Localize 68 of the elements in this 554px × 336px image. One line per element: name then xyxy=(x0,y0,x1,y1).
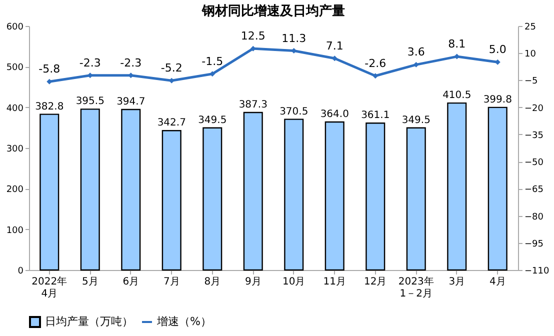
data-label: -5.8 xyxy=(38,62,60,76)
y-tick-label: 100 xyxy=(6,226,24,236)
x-tick-label: 5月 xyxy=(82,276,98,288)
y2-tick-label: −20 xyxy=(524,104,544,114)
data-label: 8.1 xyxy=(448,38,466,51)
x-tick-label: 8月 xyxy=(204,276,221,288)
x-tick-label: 3月 xyxy=(448,276,466,288)
bar xyxy=(162,130,182,271)
data-label: 399.8 xyxy=(483,94,512,106)
x-tick-label: 2022年 4月 xyxy=(32,276,68,300)
y-tick-label: 200 xyxy=(6,185,24,196)
data-label: -5.2 xyxy=(160,62,182,75)
bar xyxy=(366,122,386,271)
y2-tick-label: −65 xyxy=(524,185,544,196)
data-label: -2.3 xyxy=(120,56,142,70)
y-tick-label: 300 xyxy=(6,144,24,154)
chart-title: 钢材同比增速及日均产量 xyxy=(201,3,345,19)
data-label: 11.3 xyxy=(282,32,306,45)
data-label: 3.6 xyxy=(407,46,425,59)
data-label: 342.7 xyxy=(157,118,186,129)
y-tick-label: 500 xyxy=(6,63,24,74)
y2-tick-label: −80 xyxy=(524,212,544,222)
data-label: 387.3 xyxy=(238,100,268,110)
data-label: 394.7 xyxy=(116,96,146,108)
data-label: 361.1 xyxy=(361,110,390,122)
y2-tick-label: 25 xyxy=(524,22,536,32)
bar xyxy=(243,112,263,271)
data-label: 7.1 xyxy=(326,39,344,52)
data-label: 12.5 xyxy=(240,30,266,43)
bar xyxy=(406,127,426,271)
data-label: -1.5 xyxy=(202,54,224,68)
y-tick-label: 600 xyxy=(6,22,24,32)
x-tick-label: 6月 xyxy=(122,276,140,288)
y2-tick-label: −50 xyxy=(524,158,544,168)
data-label: 370.5 xyxy=(280,106,308,118)
x-tick-label: 7月 xyxy=(163,276,180,288)
x-tick-label: 11月 xyxy=(323,276,346,288)
x-tick-label: 2023年 1－2月 xyxy=(398,276,434,300)
x-tick-label: 9月 xyxy=(244,276,262,288)
y2-tick-label: −110 xyxy=(524,266,550,276)
data-label: 382.8 xyxy=(35,101,64,112)
x-tick-label: 10月 xyxy=(282,276,306,288)
data-label: 5.0 xyxy=(488,43,506,56)
y2-tick-label: −5 xyxy=(524,76,538,87)
data-label: 410.5 xyxy=(442,90,472,102)
legend-label: 日均产量（万吨） xyxy=(45,315,133,328)
data-label: 349.5 xyxy=(198,114,227,126)
y2-tick-label: 10 xyxy=(524,50,536,60)
data-label: 349.5 xyxy=(402,114,430,126)
data-label: -2.3 xyxy=(79,56,101,70)
bar xyxy=(121,108,141,271)
y-tick-label: 400 xyxy=(6,104,24,114)
bar xyxy=(447,102,467,271)
x-tick-label: 4月 xyxy=(489,276,506,288)
legend-label: 增速（%） xyxy=(156,315,212,328)
bar xyxy=(80,108,100,271)
y-tick-label: 0 xyxy=(18,266,24,276)
bar xyxy=(324,121,344,271)
y2-tick-label: −95 xyxy=(524,239,544,250)
bar xyxy=(202,127,222,271)
data-label: -2.6 xyxy=(364,56,386,70)
bar xyxy=(40,114,60,271)
bar xyxy=(488,106,508,271)
x-tick-label: 12月 xyxy=(364,276,387,288)
bar xyxy=(284,118,304,271)
data-label: 395.5 xyxy=(76,96,104,108)
y2-tick-label: −35 xyxy=(524,130,544,141)
data-label: 364.0 xyxy=(320,108,349,120)
